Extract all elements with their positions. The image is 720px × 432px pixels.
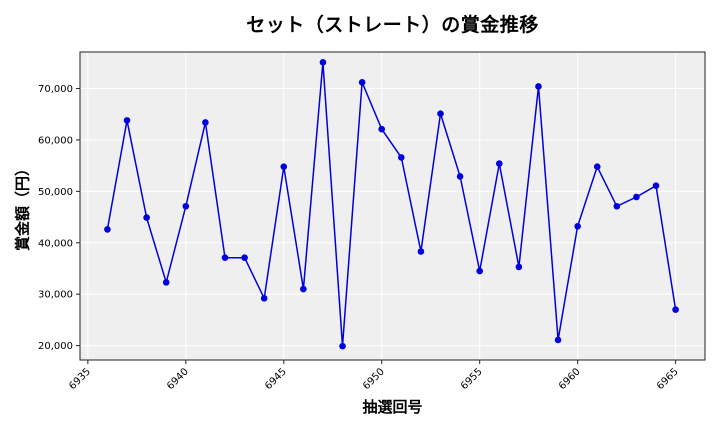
data-markers xyxy=(104,58,679,350)
y-tick-label: 40,000 xyxy=(38,238,73,249)
data-point xyxy=(162,279,170,286)
data-point xyxy=(339,342,346,350)
data-point xyxy=(417,248,425,255)
data-point xyxy=(143,214,150,221)
x-axis-label: 抽選回号 xyxy=(362,398,423,416)
data-point xyxy=(378,125,386,133)
grid-lines xyxy=(80,52,705,360)
x-tick-label: 6955 xyxy=(459,366,485,392)
data-point xyxy=(672,306,679,313)
x-tick-label: 6940 xyxy=(165,366,191,392)
data-point xyxy=(535,83,542,90)
data-point xyxy=(515,263,523,271)
data-point xyxy=(202,119,209,126)
plot-frame xyxy=(79,51,706,361)
data-point xyxy=(319,58,327,66)
y-tick-label: 20,000 xyxy=(38,341,73,352)
x-axis: 6935 6940 6945 6950 6955 6960 6965 xyxy=(67,360,681,392)
data-point xyxy=(358,79,366,86)
data-point xyxy=(398,154,405,161)
data-point xyxy=(104,226,111,233)
data-point xyxy=(300,285,307,293)
data-point xyxy=(241,254,248,261)
data-point xyxy=(652,182,660,189)
data-point xyxy=(437,110,444,118)
data-point xyxy=(633,193,640,201)
data-point xyxy=(613,202,621,210)
data-point xyxy=(574,223,581,230)
y-axis-label: 賞金額（円） xyxy=(13,160,32,252)
x-tick-label: 6960 xyxy=(557,366,583,392)
data-point xyxy=(280,163,288,170)
chart-title: セット（ストレート）の賞金推移 xyxy=(246,14,539,36)
data-line xyxy=(106,62,677,347)
x-tick-label: 6945 xyxy=(263,366,289,392)
y-tick-label: 70,000 xyxy=(38,84,73,95)
data-point xyxy=(554,336,562,344)
x-tick-label: 6935 xyxy=(67,366,93,392)
x-tick-label: 6965 xyxy=(655,366,681,392)
x-tick-label: 6950 xyxy=(361,366,387,392)
y-tick-label: 30,000 xyxy=(38,290,73,301)
data-point xyxy=(260,294,268,302)
data-point xyxy=(495,160,503,167)
plot-area xyxy=(80,52,705,360)
y-axis: 20,000 30,000 40,000 50,000 60,000 70,000 xyxy=(38,84,80,352)
data-point xyxy=(476,267,483,275)
data-point xyxy=(182,202,190,210)
data-point xyxy=(123,117,131,124)
data-point xyxy=(593,163,601,170)
y-tick-label: 60,000 xyxy=(38,135,73,146)
y-tick-label: 50,000 xyxy=(38,187,73,198)
data-point xyxy=(456,173,464,180)
data-point xyxy=(221,254,229,261)
